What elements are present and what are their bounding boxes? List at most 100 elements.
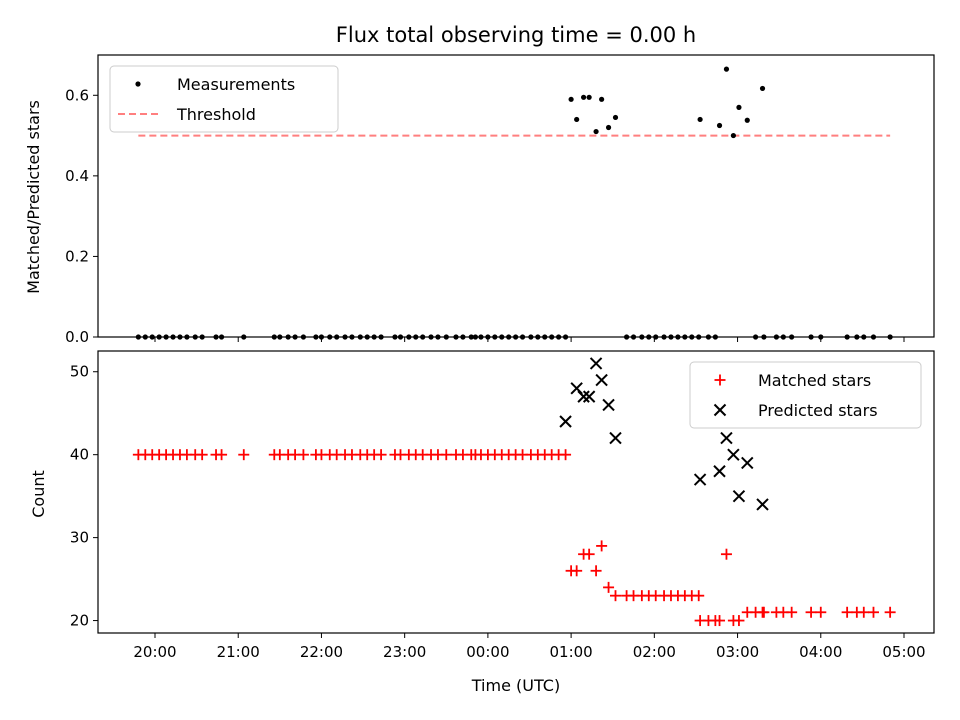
measurement-point bbox=[605, 124, 612, 131]
predicted-star-point bbox=[693, 473, 707, 486]
predicted-star-point-b bbox=[756, 498, 769, 511]
predicted-star-point-b bbox=[741, 456, 754, 470]
matched-star-point bbox=[297, 449, 309, 461]
predicted-star-point bbox=[559, 415, 572, 428]
matched-star-point bbox=[560, 449, 572, 461]
measurement-point bbox=[599, 96, 605, 102]
legend-predicted-label: Predicted stars bbox=[758, 401, 878, 420]
predicted-star-point-b bbox=[720, 431, 733, 445]
predicted-star-point bbox=[589, 357, 603, 370]
predicted-star-point bbox=[732, 489, 746, 503]
measurement-point bbox=[568, 96, 574, 102]
measurement-point bbox=[716, 122, 723, 129]
measurement-point bbox=[744, 117, 750, 123]
top-legend: Measurements Threshold bbox=[109, 65, 339, 133]
measurement-point bbox=[612, 114, 619, 121]
predicted-star-point-b bbox=[713, 465, 726, 478]
x-tick-label: 00:00 bbox=[466, 643, 509, 661]
y-tick-label: 0.6 bbox=[65, 86, 89, 104]
top-axes: 0.0 0.2 0.4 0.6 Measurements Threshold bbox=[65, 54, 935, 346]
x-tick-label: 05:00 bbox=[882, 643, 925, 661]
matched-star-point bbox=[196, 449, 208, 461]
top-axes-frame bbox=[97, 54, 935, 338]
legend-threshold-label: Threshold bbox=[176, 105, 256, 124]
matched-star-point bbox=[216, 449, 228, 461]
legend-matched-label: Matched stars bbox=[758, 371, 871, 390]
matched-star-point bbox=[720, 548, 732, 560]
predicted-star-point bbox=[756, 498, 769, 511]
predicted-star-point-b bbox=[577, 390, 590, 403]
predicted-star-point-b bbox=[727, 448, 740, 461]
x-tick-label: 23:00 bbox=[383, 643, 426, 661]
matched-star-point bbox=[238, 449, 250, 461]
matched-star-point bbox=[884, 606, 896, 618]
chart-title: Flux total observing time = 0.00 h bbox=[336, 23, 696, 47]
matched-star-point bbox=[590, 565, 602, 577]
matched-star-point bbox=[375, 449, 387, 461]
matched-star-point bbox=[714, 615, 726, 627]
y-tick-label: 40 bbox=[70, 446, 89, 464]
measurement-point bbox=[759, 85, 766, 92]
predicted-star-point bbox=[609, 431, 622, 445]
legend-box bbox=[689, 361, 922, 429]
y-tick-label: 0.0 bbox=[65, 328, 89, 346]
top-y-axis-label: Matched/Predicted stars bbox=[24, 100, 43, 294]
predicted-star-point bbox=[577, 390, 590, 403]
legend-measurements-marker bbox=[135, 81, 141, 87]
measurement-point bbox=[593, 128, 599, 135]
matched-star-point bbox=[733, 615, 745, 627]
matched-star-point bbox=[867, 606, 879, 618]
matched-star-point bbox=[815, 606, 827, 618]
predicted-star-point bbox=[713, 465, 726, 478]
x-tick-label: 03:00 bbox=[716, 643, 759, 661]
bottom-axes: 20 30 40 50 20:00 21:00 22:00 23:00 00:00 01:00 02… bbox=[70, 350, 935, 661]
matched-star-point bbox=[758, 606, 770, 618]
matched-star-point bbox=[841, 606, 853, 618]
matched-star-point bbox=[693, 590, 705, 602]
y-tick-label: 0.2 bbox=[65, 247, 89, 265]
x-tick-label: 22:00 bbox=[300, 643, 343, 661]
matched-star-point bbox=[603, 581, 615, 593]
legend-box bbox=[109, 65, 339, 133]
measurement-point bbox=[574, 116, 580, 123]
predicted-star-point bbox=[595, 373, 608, 387]
predicted-star-point bbox=[602, 398, 615, 412]
predicted-star-point-b bbox=[582, 390, 596, 403]
y-tick-label: 50 bbox=[70, 363, 89, 381]
x-tick-label: 21:00 bbox=[217, 643, 260, 661]
legend-predicted-marker-b bbox=[713, 403, 727, 417]
legend-measurements-label: Measurements bbox=[177, 75, 295, 94]
measurement-point bbox=[697, 116, 703, 123]
matched-star-point bbox=[440, 449, 452, 461]
bottom-y-axis-label: Count bbox=[29, 470, 48, 518]
y-tick-label: 0.4 bbox=[65, 167, 89, 185]
predicted-star-point-b bbox=[595, 373, 608, 387]
matched-star-point bbox=[609, 590, 621, 602]
x-tick-label: 04:00 bbox=[799, 643, 842, 661]
x-tick-label: 02:00 bbox=[633, 643, 676, 661]
y-tick-label: 30 bbox=[70, 529, 89, 547]
y-tick-label: 20 bbox=[70, 612, 89, 630]
predicted-star-point bbox=[720, 431, 733, 445]
predicted-star-point-b bbox=[559, 415, 572, 428]
legend-matched-marker bbox=[714, 374, 726, 386]
predicted-star-point bbox=[727, 448, 740, 461]
legend-predicted-marker bbox=[713, 403, 727, 417]
matched-star-point bbox=[805, 606, 817, 618]
measurement-point bbox=[580, 94, 587, 100]
predicted-star-point bbox=[582, 390, 596, 403]
matched-star-point bbox=[596, 540, 608, 552]
predicted-star-point bbox=[741, 456, 754, 470]
predicted-star-point-b bbox=[732, 489, 746, 503]
x-tick-label: 01:00 bbox=[549, 643, 592, 661]
predicted-star-point-b bbox=[693, 473, 707, 486]
measurement-point bbox=[730, 132, 736, 139]
predicted-star-point-b bbox=[602, 398, 615, 412]
matched-star-point bbox=[571, 565, 583, 577]
bottom-axes-frame bbox=[97, 350, 935, 634]
bottom-legend: Matched stars Predicted stars bbox=[689, 361, 922, 429]
matched-star-point bbox=[786, 606, 798, 618]
measurement-point bbox=[586, 94, 592, 100]
x-axis-label: Time (UTC) bbox=[471, 676, 560, 695]
